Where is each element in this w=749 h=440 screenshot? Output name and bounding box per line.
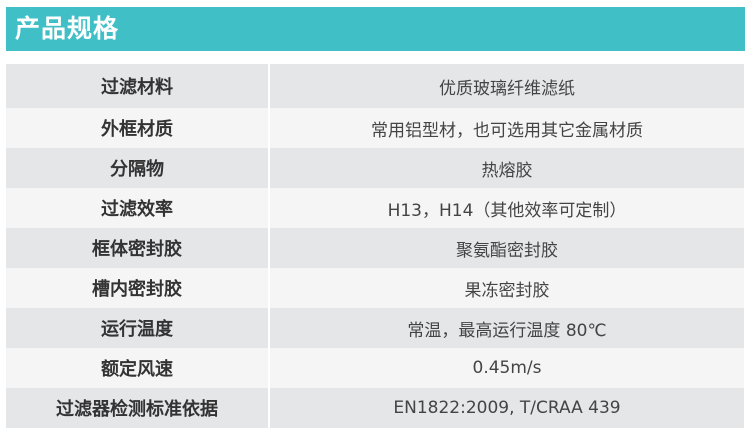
table-row: 过滤器检测标准依据 EN1822:2009, T/CRAA 439 <box>6 388 744 428</box>
spec-table: 过滤材料 优质玻璃纤维滤纸 外框材质 常用铝型材，也可选用其它金属材质 分隔物 热熔胶… <box>6 64 744 428</box>
spec-label: 过滤材料 <box>6 64 270 108</box>
table-row: 分隔物 热熔胶 <box>6 148 744 188</box>
table-row: 外框材质 常用铝型材，也可选用其它金属材质 <box>6 108 744 148</box>
spec-value: 常用铝型材，也可选用其它金属材质 <box>371 120 643 141</box>
spec-label: 槽内密封胶 <box>6 268 270 308</box>
spec-label: 过滤器检测标准依据 <box>6 388 270 428</box>
table-row: 运行温度 常温，最高运行温度 80℃ <box>6 308 744 348</box>
spec-value: EN1822:2009, T/CRAA 439 <box>393 398 621 418</box>
spec-label: 外框材质 <box>6 108 270 148</box>
section-title: 产品规格 <box>15 14 120 43</box>
spec-value: 优质玻璃纤维滤纸 <box>439 78 575 99</box>
section-header: 产品规格 <box>6 7 745 51</box>
spec-value: 聚氨酯密封胶 <box>456 240 558 261</box>
spec-value: 0.45m/s <box>472 358 542 378</box>
spec-label: 分隔物 <box>6 148 270 188</box>
table-row: 框体密封胶 聚氨酯密封胶 <box>6 228 744 268</box>
spec-value: H13，H14（其他效率可定制） <box>387 200 627 221</box>
spec-value: 常温，最高运行温度 80℃ <box>407 320 607 341</box>
spec-label: 额定风速 <box>6 348 270 388</box>
table-row: 槽内密封胶 果冻密封胶 <box>6 268 744 308</box>
spec-value: 果冻密封胶 <box>464 280 550 301</box>
spec-label: 过滤效率 <box>6 188 270 228</box>
table-row: 额定风速 0.45m/s <box>6 348 744 388</box>
spec-value: 热熔胶 <box>481 160 533 181</box>
table-row: 过滤材料 优质玻璃纤维滤纸 <box>6 64 744 108</box>
spec-label: 框体密封胶 <box>6 228 270 268</box>
table-row: 过滤效率 H13，H14（其他效率可定制） <box>6 188 744 228</box>
spec-label: 运行温度 <box>6 308 270 348</box>
